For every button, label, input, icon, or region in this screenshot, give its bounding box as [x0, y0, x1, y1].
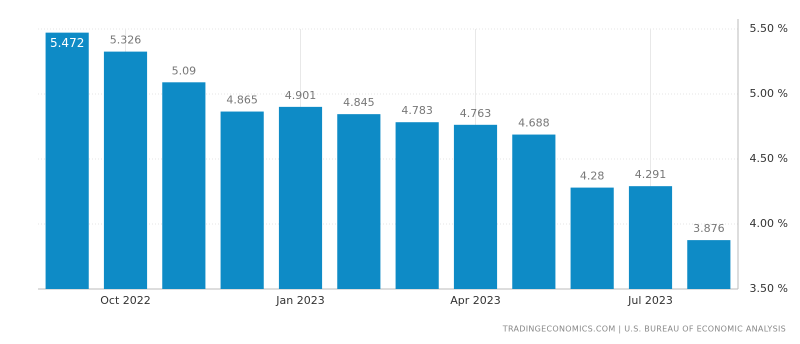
- bar: [512, 134, 556, 289]
- value-label: 4.845: [343, 96, 375, 109]
- x-tick-label: Oct 2022: [100, 294, 151, 307]
- value-label: 5.326: [110, 34, 142, 47]
- y-tick-label: 5.50 %: [750, 22, 788, 35]
- y-tick-label: 5.00 %: [750, 87, 788, 100]
- bar: [337, 114, 381, 290]
- bar: [628, 186, 673, 289]
- bar: [45, 32, 89, 289]
- x-tick-label: Jul 2023: [627, 294, 673, 307]
- value-label: 4.291: [635, 168, 667, 181]
- y-tick-label: 3.50 %: [750, 282, 788, 295]
- bar: [570, 187, 614, 289]
- bar: [687, 240, 731, 289]
- x-tick-label: Jan 2023: [275, 294, 324, 307]
- value-label: 5.472: [50, 36, 84, 50]
- value-label: 4.901: [285, 89, 317, 102]
- value-label: 4.688: [518, 117, 550, 130]
- x-tick-label: Apr 2023: [450, 294, 501, 307]
- source: TRADINGECONOMICS.COM | U.S. BUREAU OF EC…: [502, 325, 786, 334]
- value-label: 4.783: [401, 104, 433, 117]
- bar: [162, 82, 206, 289]
- value-label: 3.876: [693, 222, 725, 235]
- bar: [395, 122, 439, 290]
- bar: [278, 106, 323, 290]
- value-label: 4.28: [580, 170, 605, 183]
- bar: [103, 51, 148, 290]
- value-label: 4.865: [226, 94, 258, 107]
- y-tick-label: 4.00 %: [750, 217, 788, 230]
- value-label: 5.09: [172, 64, 197, 77]
- bar: [220, 111, 264, 289]
- y-tick-label: 4.50 %: [750, 152, 788, 165]
- bar: [453, 124, 498, 289]
- value-label: 4.763: [460, 107, 492, 120]
